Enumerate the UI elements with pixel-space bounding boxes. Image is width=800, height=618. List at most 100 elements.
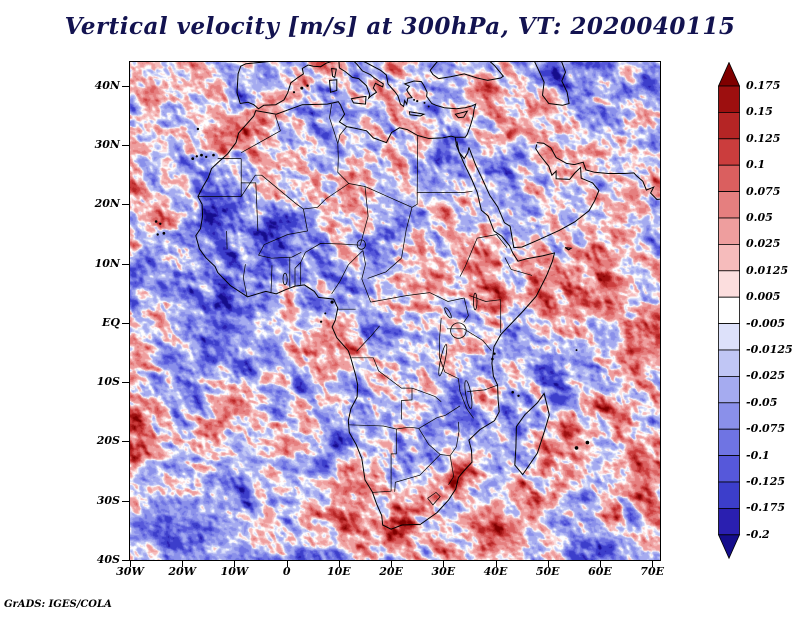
country-border-path (416, 135, 419, 193)
coastline-path (429, 62, 439, 80)
colorbar-segment (718, 191, 740, 219)
country-border-path (359, 186, 369, 246)
colorbar-segment (718, 349, 740, 377)
y-axis-tick-label: 40N (94, 78, 120, 92)
x-axis-tick-label: 10W (220, 565, 249, 578)
colorbar-segment (718, 455, 740, 483)
colorbar: 0.175 0.15 0.125 0.1 0.075 0.05 0.025 0.0125 0.0… (717, 61, 800, 572)
colorbar-segment (718, 217, 740, 245)
country-border-path (329, 104, 339, 159)
colorbar-segment (718, 375, 740, 404)
colorbar-segment (718, 402, 740, 430)
country-border-path (351, 357, 412, 389)
x-axis-tick-mark (547, 561, 549, 567)
country-border-path (459, 391, 474, 419)
colorbar-segment (718, 296, 740, 324)
country-border-path (401, 388, 413, 420)
country-border-path (356, 325, 380, 352)
x-axis-tick-label: 10E (327, 565, 351, 578)
colorbar-tick-label: -0.075 (746, 422, 786, 436)
y-axis-tick-mark (122, 441, 129, 443)
coastline-path (534, 62, 570, 106)
colorbar-segment (718, 112, 740, 140)
colorbar-tick-label: -0.0125 (746, 343, 793, 356)
colorbar-tick-label: -0.2 (746, 527, 770, 541)
country-border-path (241, 114, 281, 154)
x-axis-tick-mark (495, 561, 497, 567)
country-border-path (469, 295, 501, 302)
country-border-path (440, 454, 451, 457)
coastline-path (454, 110, 469, 119)
colorbar-tick-label: -0.175 (746, 501, 786, 515)
y-axis-tick-label: 20S (96, 434, 120, 448)
coastline-path (564, 247, 573, 251)
colorbar-segment (718, 507, 740, 536)
colorbar-tick-label: 0.15 (746, 105, 773, 119)
x-axis-tick-label: 60E (588, 565, 612, 578)
island-dot (196, 127, 200, 131)
y-axis-tick-mark (122, 382, 129, 384)
y-axis-tick-mark (122, 500, 129, 502)
coastline-overlay (154, 62, 660, 530)
country-border-path (337, 126, 347, 144)
colorbar-tick-label: 0.05 (746, 211, 773, 224)
country-border-path (241, 182, 259, 232)
coastline-path (438, 62, 505, 81)
island-dot (200, 153, 203, 157)
country-border-path (439, 318, 446, 373)
island-dot (330, 300, 334, 304)
y-axis-tick-mark (122, 322, 129, 324)
island-dot (292, 91, 296, 94)
colorbar-segment (718, 428, 740, 457)
country-border-path (396, 426, 419, 430)
coastline-path (456, 141, 470, 160)
island-dot (416, 100, 419, 103)
colorbar-tick-label: 0.125 (746, 131, 781, 145)
colorbar-tick-label: -0.025 (746, 369, 786, 383)
lake-outline (356, 239, 366, 250)
country-border-path (449, 421, 460, 456)
x-axis-tick-mark (599, 561, 601, 567)
chart-title: Vertical velocity [m/s] at 300hPa, VT: 2… (64, 13, 736, 40)
country-border-path (361, 250, 372, 303)
x-axis-tick-label: 30E (431, 565, 456, 578)
x-axis-tick-mark (338, 561, 340, 567)
y-axis-tick-mark (122, 560, 129, 561)
y-axis-tick-label: 40S (96, 553, 120, 566)
island-dot (491, 357, 494, 361)
country-border-path (429, 292, 465, 302)
country-border-path (305, 243, 361, 253)
colorbar-scale (717, 61, 741, 560)
country-border-path (463, 297, 469, 323)
country-border-path (463, 328, 492, 351)
country-border-path (411, 387, 442, 402)
country-border-path (459, 237, 478, 277)
x-axis-tick-label: 40E (483, 565, 508, 578)
island-dot (517, 394, 520, 397)
island-dot (156, 233, 159, 236)
colorbar-tick-label: -0.125 (746, 475, 786, 488)
coastline-path (536, 142, 660, 201)
island-dot (195, 155, 198, 158)
colorbar-segment (718, 138, 740, 166)
country-border-path (240, 174, 262, 197)
coastline-path (328, 79, 338, 93)
colorbar-segment (718, 85, 740, 113)
country-border-path (367, 257, 402, 279)
colorbar-tick-label: -0.05 (746, 395, 778, 409)
x-axis-tick-mark (286, 561, 288, 567)
x-axis-tick-mark (130, 561, 131, 567)
colorbar-tick-label: 0.0125 (746, 263, 789, 277)
y-axis-tick-mark (122, 204, 129, 206)
y-axis-tick-mark (122, 85, 129, 87)
coastline-path (408, 111, 426, 117)
colorbar-tick-label: 0.075 (746, 184, 781, 198)
island-dot (493, 352, 496, 355)
country-border-path (270, 265, 273, 293)
colorbar-tick-label: 0.025 (746, 237, 781, 251)
x-axis-tick-mark (443, 561, 445, 567)
lake-outline (464, 380, 473, 409)
x-axis-tick-mark (182, 561, 184, 567)
coastline-path (195, 101, 556, 530)
